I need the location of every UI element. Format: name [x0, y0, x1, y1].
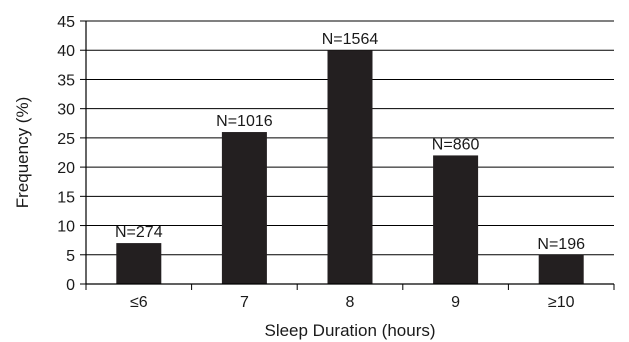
data-label: N=274 — [115, 224, 163, 241]
y-tick-label: 0 — [66, 277, 75, 294]
bar — [433, 155, 479, 284]
y-tick-label: 5 — [66, 248, 75, 265]
bar — [116, 243, 162, 284]
data-label: N=1016 — [216, 113, 273, 130]
bar — [538, 254, 584, 284]
x-tick-label: 7 — [240, 294, 249, 311]
x-tick-label: ≥10 — [548, 294, 575, 311]
data-label: N=1564 — [322, 31, 379, 48]
y-tick-label: 15 — [57, 189, 75, 206]
y-axis-ticks: 0 5 10 15 20 25 30 35 40 45 — [57, 14, 86, 294]
y-tick-label: 20 — [57, 160, 75, 177]
data-labels: N=274 N=1016 N=1564 N=860 N=196 — [115, 31, 585, 253]
y-axis-title: Frequency (%) — [13, 97, 32, 208]
x-axis-ticks: ≤6 7 8 9 ≥10 — [85, 284, 615, 311]
x-tick-label: 8 — [346, 294, 355, 311]
bars — [116, 50, 584, 284]
bar — [327, 50, 373, 284]
y-tick-label: 30 — [57, 102, 75, 119]
x-tick-label: ≤6 — [130, 294, 148, 311]
y-tick-label: 45 — [57, 14, 75, 31]
y-tick-label: 10 — [57, 219, 75, 236]
bar — [221, 132, 267, 284]
y-tick-label: 25 — [57, 131, 75, 148]
data-label: N=860 — [432, 136, 480, 153]
x-tick-label: 9 — [451, 294, 460, 311]
x-axis-title: Sleep Duration (hours) — [264, 321, 435, 340]
data-label: N=196 — [537, 236, 585, 253]
y-tick-label: 35 — [57, 72, 75, 89]
y-tick-label: 40 — [57, 43, 75, 60]
